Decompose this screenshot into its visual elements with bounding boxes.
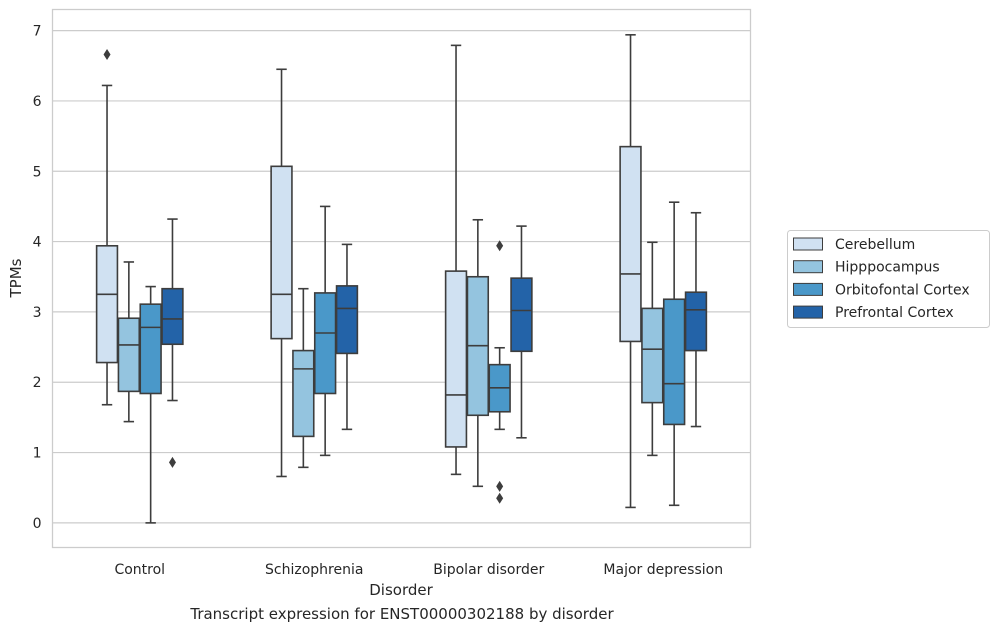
legend: Cerebellum Hipppocampus Orbitofontal Corte… — [787, 230, 990, 328]
box-orbitofontal-cortex — [662, 201, 686, 507]
legend-label: Cerebellum — [835, 237, 915, 253]
legend-label: Hipppocampus — [835, 260, 940, 276]
box-iqr — [161, 287, 184, 346]
y-tick-label: 1 — [33, 446, 42, 462]
legend-label: Orbitofontal Cortex — [835, 282, 970, 298]
box-iqr — [335, 285, 359, 355]
y-tick-label: 3 — [33, 305, 42, 321]
outlier-point — [168, 456, 176, 468]
grid-lines — [52, 29, 751, 524]
box-iqr — [270, 165, 293, 340]
outlier-point — [496, 480, 504, 492]
box-prefrontal-cortex — [510, 225, 533, 439]
box-hipppocampus — [117, 261, 141, 423]
y-tick-label: 2 — [33, 375, 42, 391]
outlier-point — [496, 240, 504, 252]
box-iqr — [619, 145, 642, 343]
box-prefrontal-cortex — [684, 211, 708, 428]
plot-frame — [51, 8, 752, 549]
x-axis-label: Disorder — [369, 581, 433, 599]
box-cerebellum — [95, 49, 119, 406]
x-tick-label: Bipolar disorder — [433, 562, 544, 578]
legend-label: Prefrontal Cortex — [835, 305, 954, 321]
box-iqr — [662, 298, 686, 426]
y-tick-label: 6 — [33, 94, 42, 110]
legend-frame — [787, 230, 990, 328]
outlier-point — [496, 492, 504, 504]
box-iqr — [684, 291, 708, 352]
box-cerebellum — [270, 68, 293, 478]
box-hipppocampus — [641, 241, 664, 457]
box-iqr — [139, 303, 162, 395]
axis-ticks: 0 1 2 3 4 5 6 7 Control Schizophrenia Bipolar diso… — [33, 24, 724, 578]
box-iqr — [95, 244, 119, 364]
box-prefrontal-cortex — [335, 243, 359, 431]
legend-swatch — [793, 237, 823, 251]
legend-swatch — [793, 305, 823, 319]
y-tick-label: 4 — [33, 235, 42, 251]
y-tick-label: 5 — [33, 164, 42, 180]
legend-swatch — [793, 282, 823, 296]
legend-swatch — [793, 260, 823, 274]
box-plot-area — [95, 34, 708, 524]
box-hipppocampus — [292, 287, 315, 469]
box-orbitofontal-cortex — [139, 285, 162, 524]
chart-caption: Transcript expression for ENST0000030218… — [190, 605, 614, 623]
box-orbitofontal-cortex — [313, 205, 337, 457]
box-iqr — [117, 317, 141, 393]
box-cerebellum — [619, 34, 642, 509]
box-prefrontal-cortex — [161, 218, 184, 468]
x-tick-label: Control — [114, 562, 165, 578]
box-orbitofontal-cortex — [488, 240, 511, 504]
x-tick-label: Schizophrenia — [265, 562, 363, 578]
y-tick-label: 0 — [33, 516, 42, 532]
outlier-point — [103, 49, 111, 61]
box-iqr — [641, 307, 664, 404]
box-iqr — [510, 277, 533, 353]
y-axis-label: TPMs — [7, 258, 25, 298]
box-cerebellum — [444, 44, 468, 476]
box-iqr — [313, 292, 337, 395]
box-iqr — [444, 270, 468, 448]
box-iqr — [292, 349, 315, 438]
y-tick-label: 7 — [33, 24, 42, 40]
x-tick-label: Major depression — [603, 562, 723, 578]
box-hipppocampus — [466, 218, 490, 488]
